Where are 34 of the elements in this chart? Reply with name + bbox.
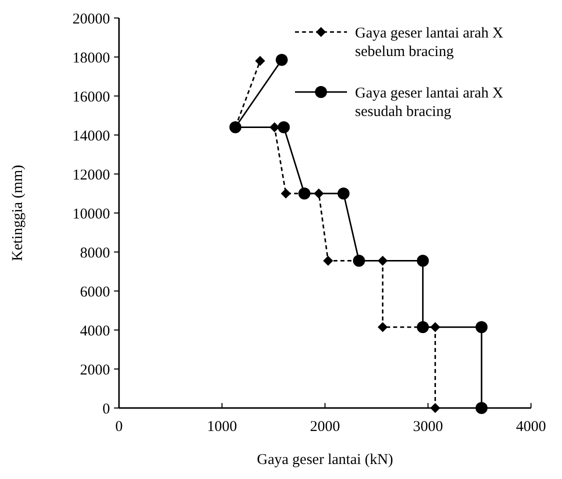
y-tick-label: 2000 (80, 362, 110, 378)
legend-label: Gaya geser lantai arah X sesudah bracing (355, 85, 504, 120)
y-tick-label: 14000 (72, 128, 110, 144)
point (416, 254, 429, 267)
y-tick-label: 16000 (72, 89, 110, 106)
x-tick-label: 3000 (413, 419, 443, 435)
point (476, 321, 488, 334)
point (430, 403, 440, 413)
x-tick-label: 2000 (310, 419, 340, 435)
legend-label: Gaya geser lantai arah X sebelum bracing (355, 25, 504, 60)
y-tick-label: 4000 (80, 323, 110, 340)
x-tick-label: 4000 (516, 419, 546, 435)
y-tick-label: 12000 (72, 167, 110, 184)
y-tick-label: 10000 (72, 206, 110, 222)
y-tick-label: 0 (102, 401, 110, 418)
point (280, 188, 291, 198)
point (378, 322, 388, 332)
y-tick-label: 8000 (80, 245, 110, 262)
point (338, 188, 350, 200)
x-axis-title: Gaya geser lantai (kN) (256, 452, 394, 468)
y-axis-title: Ketinggia (mm) (10, 164, 26, 262)
point (352, 254, 365, 267)
y-tick-label: 6000 (80, 284, 110, 300)
x-tick-label: 1000 (207, 419, 237, 435)
x-tick-label: 0 (115, 419, 123, 435)
point (323, 256, 334, 266)
point (255, 56, 266, 66)
point (276, 54, 288, 66)
point (416, 321, 429, 334)
point (476, 402, 488, 414)
point (298, 188, 310, 200)
y-tick-label: 20000 (72, 11, 110, 28)
point (278, 121, 290, 134)
y-tick-label: 18000 (72, 50, 110, 66)
